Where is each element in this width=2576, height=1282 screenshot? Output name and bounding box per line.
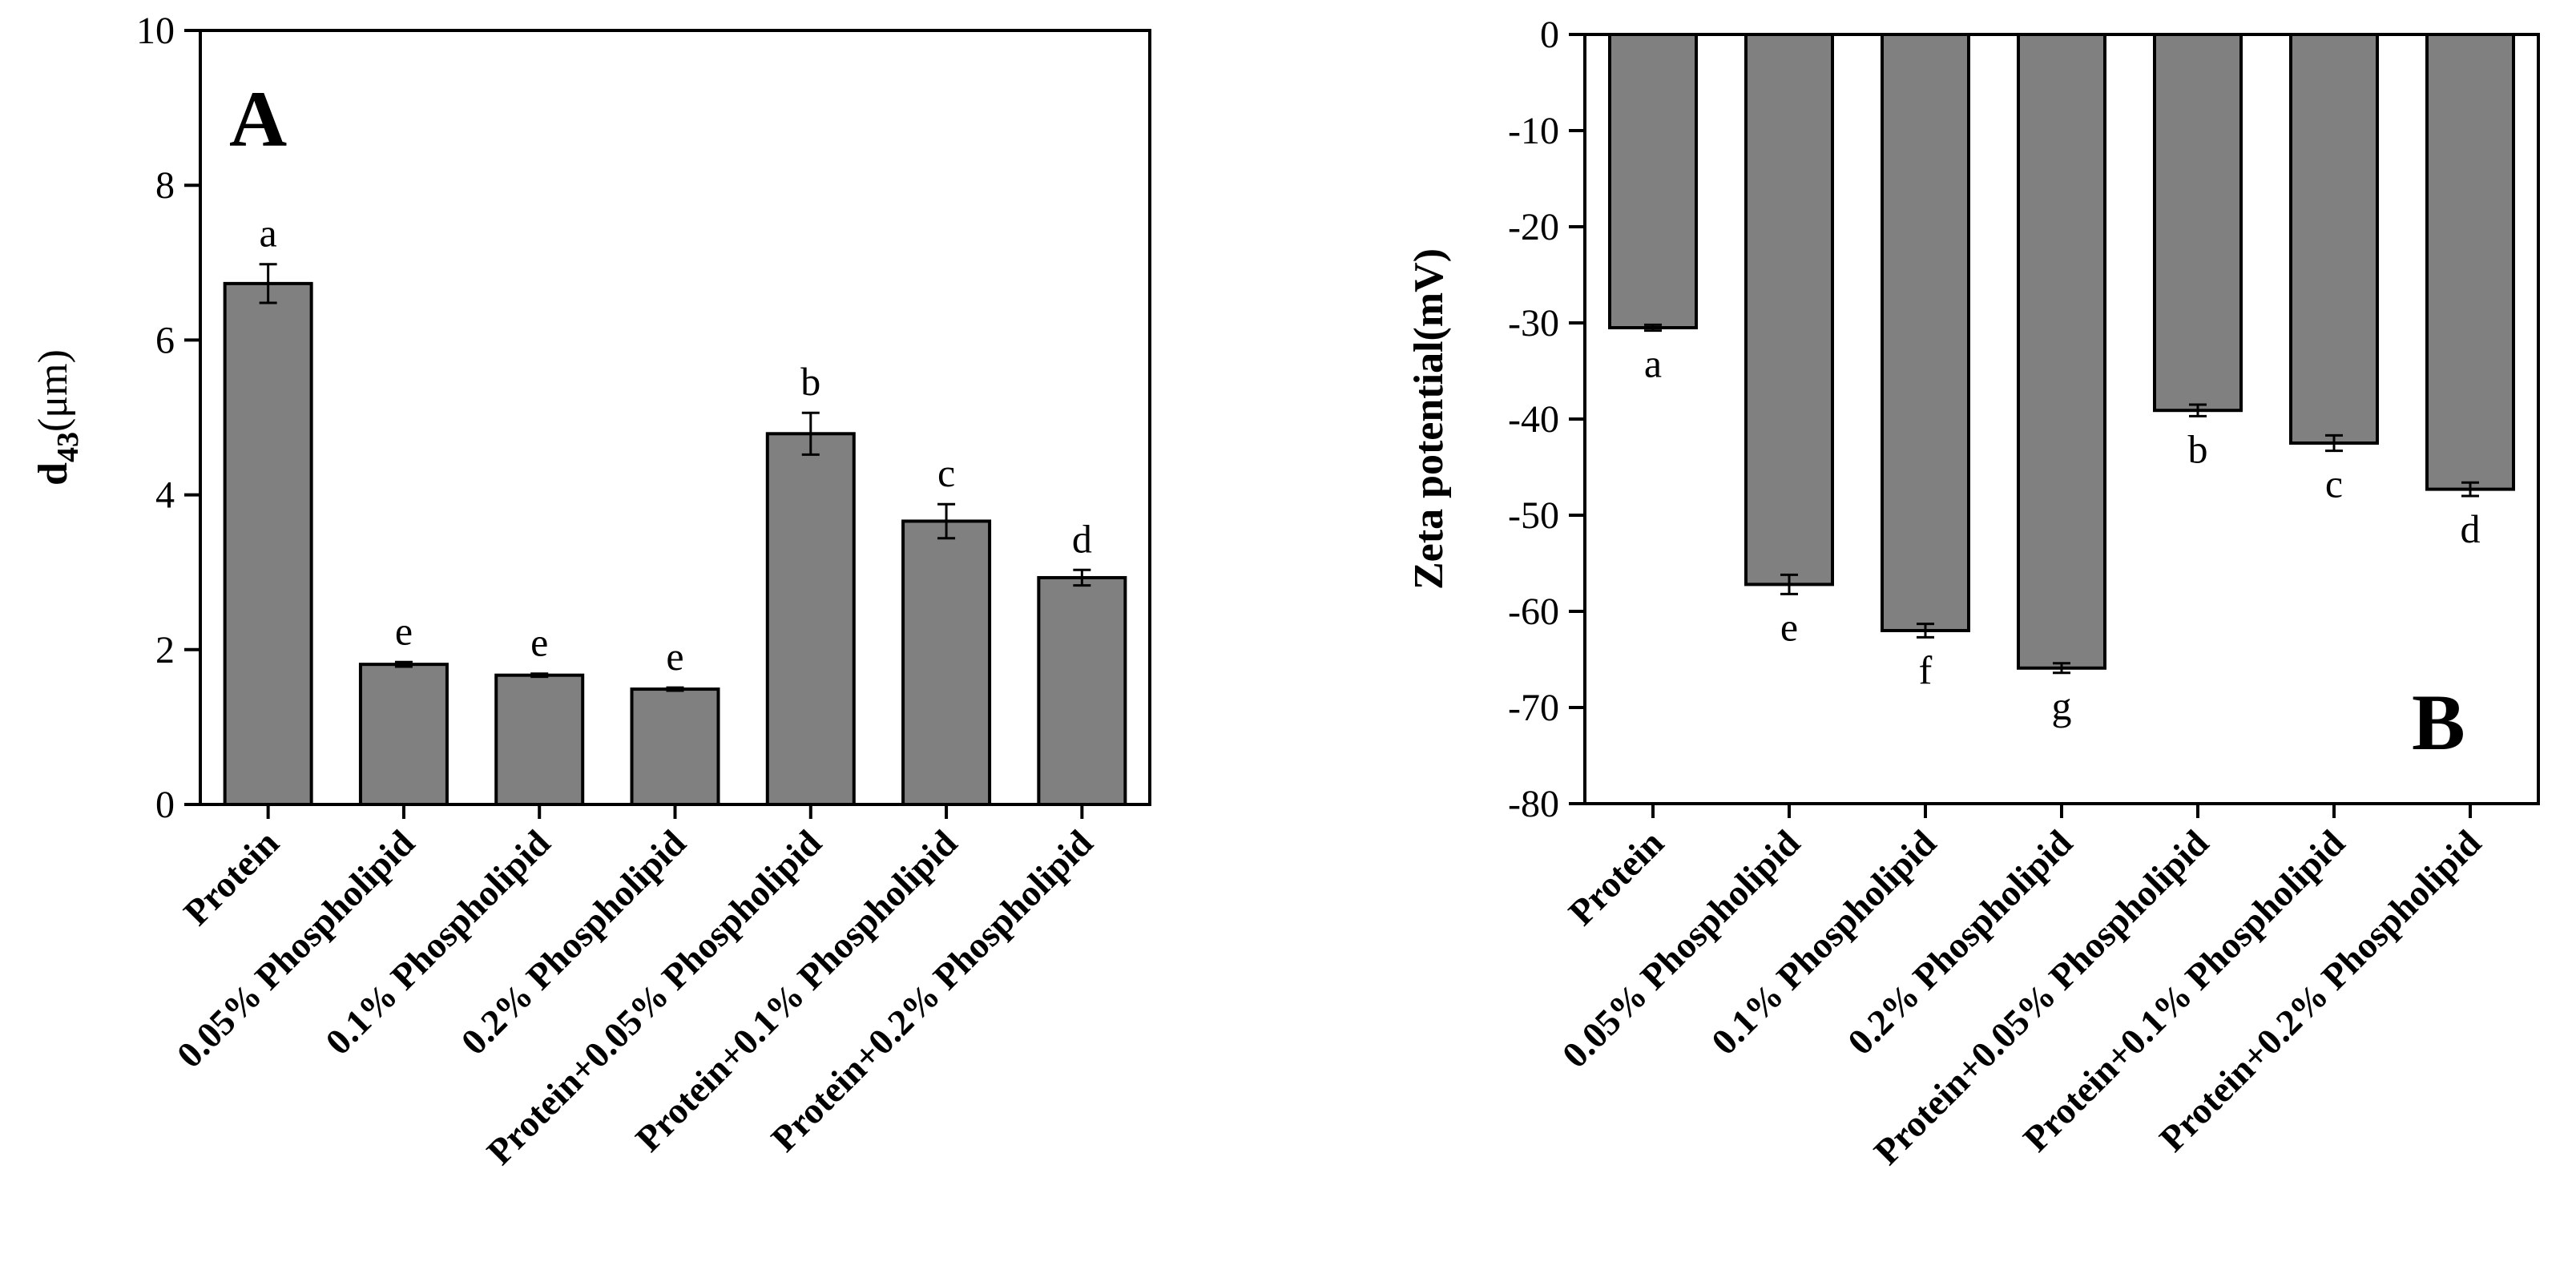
- panel-b-error-bar: [2053, 662, 2070, 675]
- panel-a-significance-label: b: [800, 359, 820, 404]
- panel-a-bars: a e e e b c d: [223, 211, 1127, 806]
- panel-b-y-axis-title: Zeta potential(mV): [1406, 248, 1452, 590]
- panel-b-error-bar: [2461, 481, 2479, 498]
- panel-a-label: A: [229, 75, 287, 163]
- panel-b-y-tick-label: -70: [1508, 687, 1559, 729]
- panel-a-error-bar: [1073, 568, 1091, 587]
- panel-a-bar: [223, 281, 313, 806]
- panel-a-bar: [765, 432, 856, 806]
- panel-a-significance-label: e: [666, 634, 683, 679]
- panel-a-bar: [901, 519, 992, 806]
- panel-a-category-label: 0.1% Phospholipid: [317, 822, 558, 1062]
- panel-b-bar: [1608, 33, 1698, 329]
- panel-b-category-label: 0.1% Phospholipid: [1703, 822, 1944, 1062]
- panel-b-y-tick-label: -50: [1508, 494, 1559, 537]
- panel-b-y-tick-label: -20: [1508, 206, 1559, 248]
- panel-b-bar: [2289, 33, 2379, 445]
- panel-a-error-bar: [801, 411, 820, 456]
- panel-a-significance-label: e: [530, 620, 548, 665]
- panel-b-bar: [2153, 33, 2243, 413]
- panel-b-significance-label: d: [2461, 506, 2481, 551]
- panel-a-y-tick-label: 10: [136, 10, 175, 52]
- panel-b-y-axis: 0 -10 -20 -30 -40 -50 -60 -70 -80: [1508, 14, 2472, 825]
- panel-b-y-tick-label: -60: [1508, 591, 1559, 633]
- panel-b-bar: [1744, 33, 1834, 587]
- panel-b-significance-label: b: [2188, 426, 2208, 471]
- panel-b-y-tick-label: -30: [1508, 302, 1559, 345]
- panel-a-y-axis-title: d43(μm): [30, 349, 85, 486]
- panel-a-bar: [1037, 575, 1127, 806]
- panel-b-bars: a e f g b c d: [1608, 33, 2515, 728]
- panel-b-error-bar: [1780, 573, 1798, 595]
- panel-b-category-label: 0.05% Phospholipid: [1554, 822, 1808, 1076]
- panel-b-chart: 0 -10 -20 -30 -40 -50 -60 -70 -80 a e f g b c d Protei…: [1406, 14, 2540, 1172]
- panel-a-significance-label: c: [937, 450, 955, 495]
- panel-a-y-tick-label: 6: [155, 319, 175, 361]
- panel-b-bar: [2425, 33, 2515, 491]
- panel-a-ylabel-sub: 43: [51, 432, 85, 462]
- panel-b-significance-label: f: [1919, 647, 1933, 692]
- panel-a-category-label: Protein: [175, 822, 286, 933]
- panel-a-ylabel-main: d: [30, 462, 76, 486]
- panel-a-y-tick-label: 0: [155, 784, 175, 826]
- panel-a-error-bar: [530, 672, 549, 679]
- panel-a-category-label: 0.05% Phospholipid: [169, 822, 423, 1076]
- panel-a-significance-label: d: [1072, 516, 1092, 561]
- panel-b-error-bar: [1917, 623, 1934, 639]
- panel-b-error-bar: [2325, 433, 2343, 453]
- panel-a-category-label: 0.2% Phospholipid: [454, 822, 694, 1062]
- panel-b-category-label: 0.2% Phospholipid: [1840, 822, 2080, 1062]
- panel-a-error-bar: [394, 660, 413, 668]
- panel-a-y-tick-label: 8: [155, 164, 175, 207]
- panel-a-y-tick-label: 2: [155, 629, 175, 671]
- panel-a-error-bar: [259, 263, 277, 304]
- panel-b-label: B: [2412, 678, 2465, 767]
- panel-b-y-tick-label: 0: [1540, 14, 1559, 56]
- panel-a-error-bar: [666, 686, 684, 692]
- panel-b-y-tick-label: -40: [1508, 398, 1559, 441]
- panel-a-significance-label: e: [395, 608, 413, 653]
- panel-a-bar: [494, 673, 585, 806]
- panel-b-category-label: Protein: [1561, 822, 1671, 933]
- panel-b-significance-label: c: [2325, 462, 2343, 506]
- panel-b-y-tick-label: -80: [1508, 783, 1559, 825]
- panel-a-y-axis: 0 2 4 6 8 10: [136, 10, 1084, 826]
- panel-b-error-bar: [2189, 403, 2207, 417]
- panel-b-bar: [1881, 33, 1970, 632]
- panel-b-significance-label: g: [2052, 683, 2072, 728]
- panel-a-bar: [630, 687, 720, 806]
- panel-b-bar: [2017, 33, 2106, 670]
- panel-a-error-bar: [937, 502, 956, 540]
- panel-b-significance-label: a: [1644, 341, 1662, 386]
- panel-a-ylabel-unit: (μm): [30, 349, 76, 432]
- panel-b-y-tick-label: -10: [1508, 110, 1559, 152]
- panel-a-y-tick-label: 4: [155, 474, 175, 517]
- panel-b-error-bar: [1644, 323, 1662, 333]
- panel-a-significance-label: a: [260, 211, 277, 256]
- panel-b-significance-label: e: [1780, 604, 1798, 649]
- panel-a-bar: [358, 663, 449, 806]
